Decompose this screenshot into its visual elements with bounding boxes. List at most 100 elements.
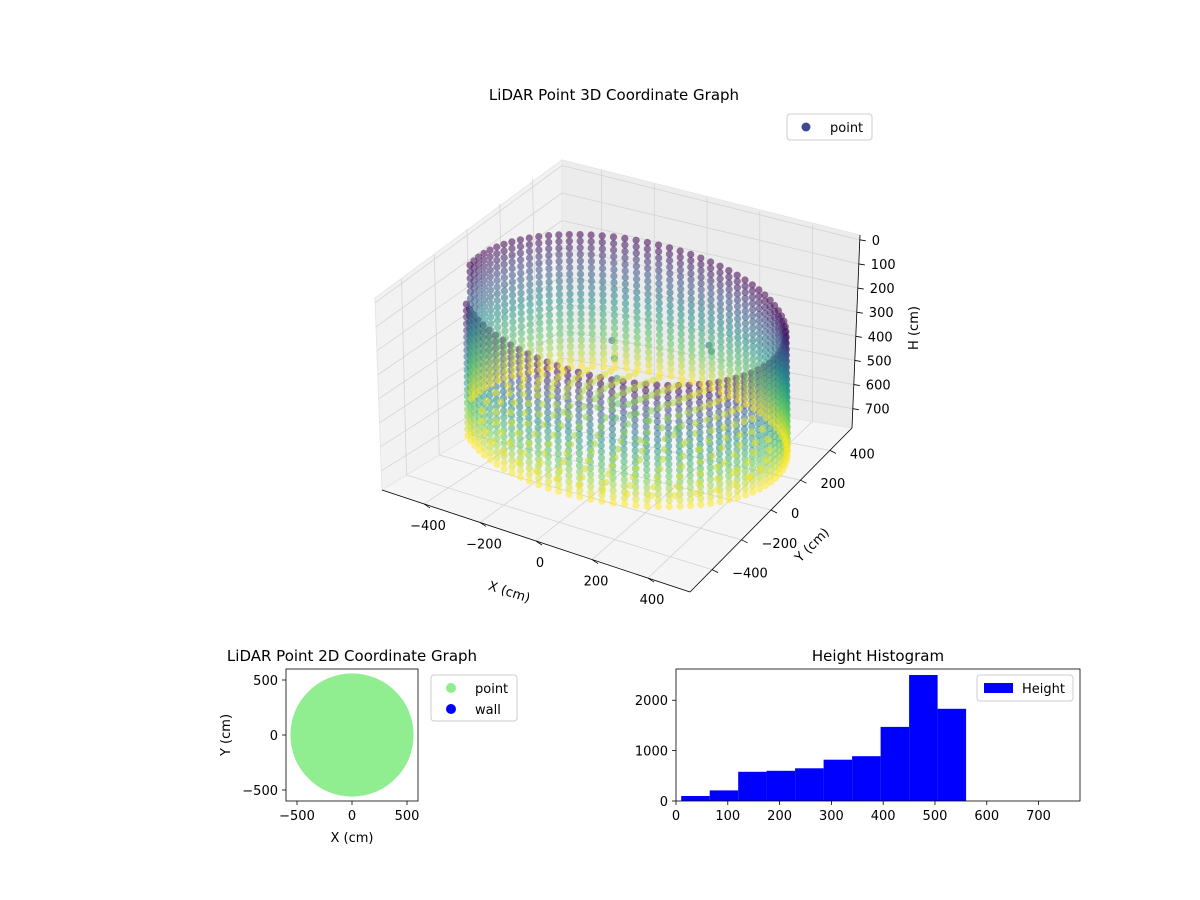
cloud-point	[638, 447, 646, 455]
cloud-point	[538, 400, 546, 408]
cloud-point	[749, 386, 758, 394]
cloud-point	[622, 358, 630, 366]
cloud-point	[531, 430, 540, 438]
cloud-point	[487, 360, 495, 368]
z-tick-label-3d: 500	[867, 354, 892, 369]
x-tick-mark-3d	[479, 522, 487, 527]
cloud-point	[655, 267, 663, 275]
cloud-point	[717, 381, 726, 390]
cloud-point	[493, 283, 501, 291]
cloud-point	[726, 379, 734, 387]
cloud-point	[741, 288, 749, 296]
cloud-point	[666, 308, 674, 316]
cloud-point	[577, 356, 586, 364]
cloud-point	[566, 283, 574, 291]
cloud-point	[623, 490, 631, 498]
cloud-point	[545, 440, 553, 448]
cloud-point	[762, 365, 770, 373]
cloud-point	[588, 297, 596, 305]
cloud-point	[566, 329, 575, 338]
cloud-point	[631, 391, 639, 399]
cloud-point	[497, 428, 505, 437]
cloud-point	[544, 471, 553, 479]
cloud-point	[536, 332, 544, 340]
cloud-point	[632, 262, 641, 270]
cloud-point	[734, 346, 742, 354]
cloud-point	[610, 311, 619, 319]
cloud-point	[719, 395, 727, 403]
cloud-point	[678, 368, 686, 376]
cloud-point	[687, 314, 696, 322]
cloud-point	[554, 437, 562, 445]
cloud-point	[480, 283, 488, 291]
cloud-point	[688, 352, 696, 360]
cloud-point	[535, 246, 543, 254]
histogram-bar	[766, 770, 796, 801]
cloud-point	[555, 290, 564, 298]
cloud-point	[722, 434, 730, 442]
cloud-point	[734, 315, 742, 323]
cloud-point	[536, 359, 544, 367]
cloud-point	[520, 375, 528, 383]
cloud-point	[741, 276, 749, 284]
cloud-point	[476, 347, 484, 355]
cloud-point	[683, 438, 691, 446]
cloud-point	[677, 323, 685, 332]
chart-2d: LiDAR Point 2D Coordinate Graph −500 0 500…	[219, 647, 518, 846]
cloud-point	[697, 254, 705, 262]
cloud-point	[508, 264, 516, 273]
cloud-point	[598, 232, 606, 240]
x-tick-mark-3d	[423, 503, 431, 509]
cloud-point	[717, 356, 725, 364]
cloud-point	[666, 321, 675, 329]
cloud-point	[762, 395, 770, 403]
cloud-point	[629, 473, 637, 481]
cloud-point	[545, 285, 553, 293]
x-tick-label-3d: 400	[640, 593, 665, 608]
cloud-point	[475, 313, 483, 321]
cloud-point	[676, 253, 684, 261]
cloud-point	[588, 323, 596, 331]
cloud-point	[750, 449, 758, 457]
cloud-point	[553, 387, 562, 395]
cloud-point	[644, 316, 652, 324]
histogram-title: Height Histogram	[812, 647, 944, 665]
cloud-point	[620, 463, 628, 472]
cloud-point	[480, 303, 489, 311]
cloud-point	[565, 465, 573, 473]
cloud-point	[632, 495, 640, 503]
cloud-point	[755, 310, 763, 319]
cloud-point	[734, 321, 742, 329]
cloud-point	[742, 388, 751, 396]
cloud-point	[741, 491, 750, 499]
cloud-point	[725, 298, 733, 306]
cloud-point	[544, 484, 553, 492]
cloud-point	[725, 496, 733, 504]
cloud-point	[535, 376, 543, 384]
cloud-point	[586, 427, 594, 435]
cloud-point	[697, 267, 705, 275]
cloud-point	[475, 286, 483, 295]
chart-3d: LiDAR Point 3D Coordinate Graph −400 −200…	[374, 86, 922, 608]
cloud-point	[475, 273, 483, 281]
cloud-point	[567, 380, 575, 388]
cloud-point	[631, 446, 639, 454]
cloud-point	[619, 408, 628, 416]
cloud-point	[509, 358, 517, 366]
cloud-point	[546, 357, 554, 366]
cloud-point	[742, 326, 750, 334]
cloud-point	[718, 444, 726, 452]
x-tick-label-2d: 0	[348, 809, 356, 824]
cloud-point	[525, 234, 533, 242]
cloud-point	[694, 389, 702, 397]
cloud-point	[493, 256, 501, 264]
cloud-point	[545, 278, 553, 286]
cloud-point	[733, 290, 742, 298]
cloud-point	[544, 459, 552, 467]
cloud-point	[525, 464, 533, 472]
cloud-point	[535, 266, 543, 274]
cloud-point	[588, 277, 596, 285]
cloud-point	[597, 448, 606, 456]
cloud-point	[726, 335, 734, 343]
x-tick-label-histogram: 500	[923, 809, 948, 824]
